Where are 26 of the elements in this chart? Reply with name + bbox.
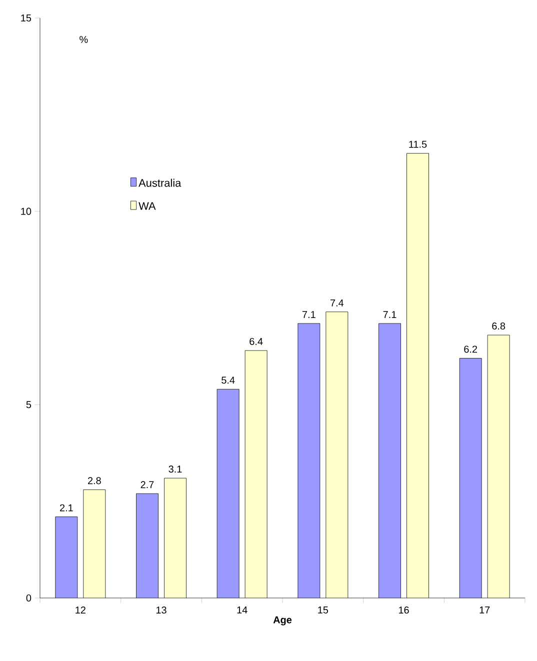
y-tick-label: 15 <box>21 14 32 22</box>
y-tick-label: 10 <box>21 208 32 215</box>
y-tick-label: 0 <box>26 594 32 602</box>
data-label: 6.2 <box>464 346 478 353</box>
x-tick-label: 13 <box>156 606 166 614</box>
legend-label: WA <box>138 202 156 210</box>
x-tick-label: 16 <box>398 606 409 614</box>
data-label: 11.5 <box>409 140 427 148</box>
y-tick-label: 5 <box>26 401 32 408</box>
y-axis-title: % <box>80 36 88 43</box>
x-tick-label: 12 <box>76 606 86 614</box>
data-label: 7.4 <box>330 299 344 306</box>
x-tick-label: 14 <box>237 606 248 614</box>
data-label: 7.1 <box>302 311 316 318</box>
data-label: 7.1 <box>383 311 396 318</box>
data-label: 2.1 <box>60 504 73 512</box>
x-tick-label: 17 <box>480 606 490 614</box>
x-tick-label: 15 <box>318 606 328 614</box>
data-label: 5.4 <box>222 376 235 384</box>
data-label: 6.4 <box>250 338 263 345</box>
x-axis-title: Age <box>273 616 292 626</box>
data-label: 2.7 <box>140 481 154 488</box>
data-label: 2.8 <box>88 477 101 484</box>
legend-label: Australia <box>138 178 182 187</box>
data-label: 3.1 <box>168 466 182 473</box>
data-label: 6.8 <box>492 322 506 330</box>
